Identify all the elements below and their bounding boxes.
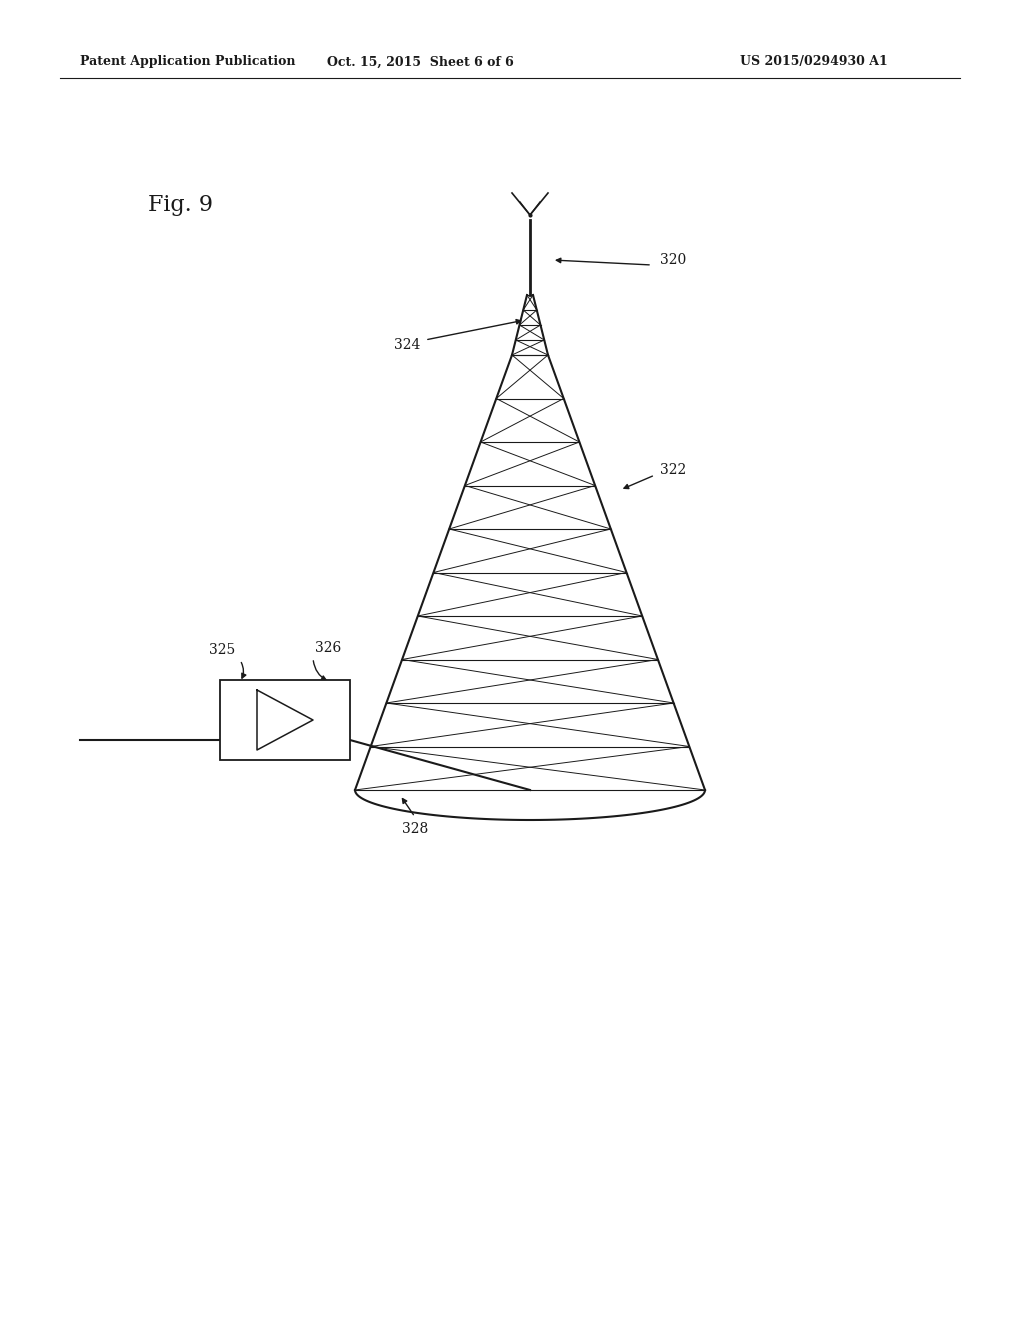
Text: 326: 326 [315, 642, 341, 655]
Text: Fig. 9: Fig. 9 [148, 194, 213, 216]
Text: Patent Application Publication: Patent Application Publication [80, 55, 296, 69]
Text: 322: 322 [660, 463, 686, 477]
Text: 325: 325 [209, 643, 234, 657]
Text: US 2015/0294930 A1: US 2015/0294930 A1 [740, 55, 888, 69]
Text: Oct. 15, 2015  Sheet 6 of 6: Oct. 15, 2015 Sheet 6 of 6 [327, 55, 513, 69]
Bar [220, 680, 350, 760]
Text: 320: 320 [660, 253, 686, 267]
Text: 328: 328 [401, 822, 428, 836]
Text: 324: 324 [393, 338, 420, 352]
